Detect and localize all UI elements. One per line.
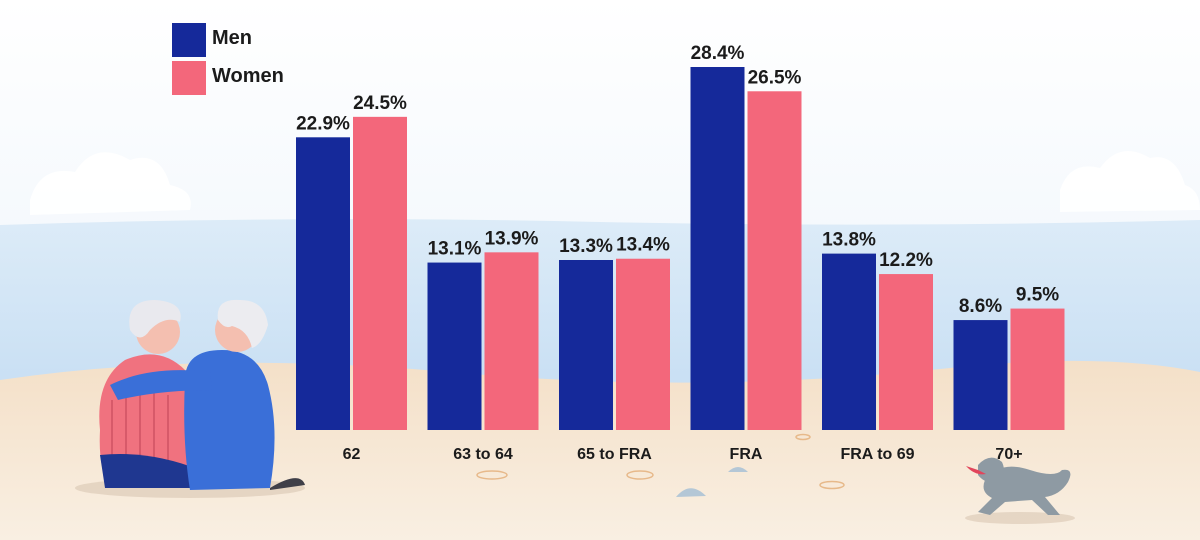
legend-label-women: Women [212, 65, 284, 87]
bar-women-1 [484, 252, 539, 430]
bar-women-5 [1010, 308, 1065, 430]
cloud [30, 152, 191, 215]
bar-women-4 [879, 274, 933, 430]
sand-ripple [819, 480, 845, 490]
cloud [1060, 150, 1200, 212]
category-label-3: FRA [730, 446, 763, 463]
legend-swatch-men [172, 23, 206, 57]
value-label-women-5: 9.5% [1016, 285, 1059, 306]
value-label-men-1: 13.1% [428, 239, 482, 260]
sand-ripple [626, 470, 654, 480]
chart-bars [296, 67, 1065, 430]
bar-men-5 [953, 320, 1008, 430]
value-label-women-2: 13.4% [616, 235, 670, 256]
sand-ripple [476, 470, 508, 480]
couple-illustration [75, 299, 305, 498]
legend-label-men: Men [212, 27, 252, 49]
bar-men-1 [427, 262, 482, 430]
bar-men-4 [822, 253, 876, 430]
value-label-women-3: 26.5% [748, 67, 802, 88]
category-label-1: 63 to 64 [453, 446, 513, 463]
category-label-4: FRA to 69 [840, 446, 914, 463]
category-label-2: 65 to FRA [577, 446, 652, 463]
value-label-women-4: 12.2% [879, 250, 933, 271]
dog-illustration [965, 457, 1075, 524]
chart-category-labels: 62 63 to 64 65 to FRA FRA FRA to 69 70+ [343, 446, 1023, 463]
sand-ripple [795, 433, 811, 441]
value-label-men-5: 8.6% [959, 296, 1002, 317]
value-label-men-3: 28.4% [691, 43, 745, 64]
bar-men-2 [559, 260, 613, 430]
bar-women-2 [616, 258, 670, 430]
bar-men-0 [296, 137, 350, 430]
category-label-5: 70+ [995, 446, 1022, 463]
bar-men-3 [690, 67, 745, 430]
value-label-men-2: 13.3% [559, 236, 613, 257]
value-label-women-1: 13.9% [485, 228, 539, 249]
pebble [728, 467, 748, 472]
category-label-0: 62 [343, 446, 361, 463]
bar-women-0 [353, 116, 407, 430]
value-label-men-4: 13.8% [822, 230, 876, 251]
value-label-women-0: 24.5% [353, 93, 407, 114]
value-label-men-0: 22.9% [296, 113, 350, 134]
bar-women-3 [747, 91, 802, 430]
legend-swatch-women [172, 61, 206, 95]
pebble [676, 488, 706, 497]
chart-value-labels: 22.9%24.5% 13.1% 13.9% 13.3% 13.4% 28.4%26.5%… [296, 43, 1059, 317]
